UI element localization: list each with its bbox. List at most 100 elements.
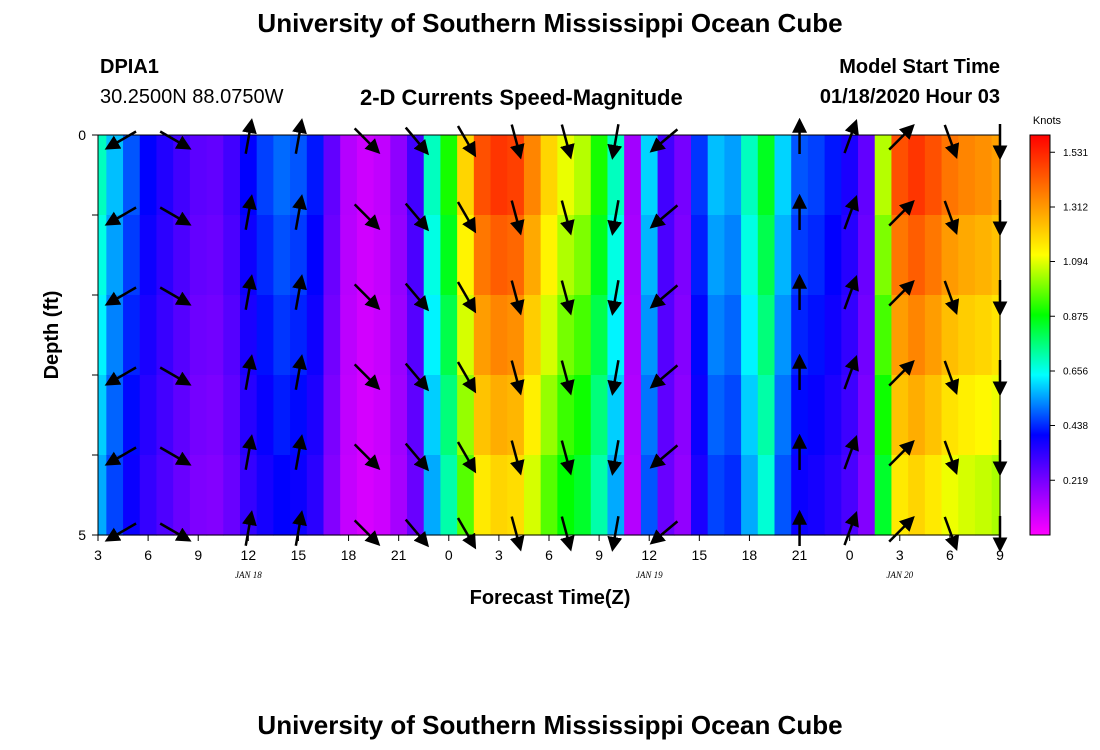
current-arrow xyxy=(456,361,477,394)
heatmap-cell xyxy=(557,295,575,376)
heatmap-cell xyxy=(707,215,725,296)
current-arrow xyxy=(560,124,575,160)
heatmap-cell xyxy=(741,375,759,456)
heatmap-cell xyxy=(273,215,291,296)
heatmap-cell xyxy=(440,135,458,216)
colorbar-gradient xyxy=(1029,134,1051,536)
heatmap-cell xyxy=(340,215,358,296)
current-arrow xyxy=(649,128,679,153)
heatmap-cell xyxy=(440,295,458,376)
x-tick-label: 3 xyxy=(94,547,102,563)
current-arrow xyxy=(353,127,381,155)
heatmap-cell xyxy=(139,215,158,296)
heatmap-cell xyxy=(123,295,141,376)
x-tick-label: 3 xyxy=(896,547,904,563)
heatmap-cell xyxy=(423,375,442,456)
current-arrow xyxy=(404,518,430,548)
heatmap-cell xyxy=(239,215,258,296)
heatmap-cell xyxy=(891,215,909,296)
heatmap-cell xyxy=(206,455,224,536)
heatmap-cell xyxy=(173,375,191,456)
heatmap-cell xyxy=(991,375,1001,456)
heatmap-cell xyxy=(189,375,208,456)
x-tick-label: 12 xyxy=(241,547,257,563)
current-arrow xyxy=(404,282,430,312)
current-arrow xyxy=(456,201,477,234)
current-arrow xyxy=(509,200,525,236)
current-arrow xyxy=(888,279,915,307)
colorbar-tick-label: 0.438 xyxy=(1063,421,1088,432)
heatmap-cell xyxy=(173,135,191,216)
heatmap-cell xyxy=(373,135,391,216)
heatmap-cell xyxy=(724,455,742,536)
heatmap-cell xyxy=(824,375,842,456)
heatmap-cell xyxy=(657,135,675,216)
heatmap-cell xyxy=(473,295,492,376)
heatmap-cell xyxy=(390,455,408,536)
heatmap-cell xyxy=(457,375,475,456)
current-arrow xyxy=(509,280,525,316)
heatmap-cell xyxy=(858,135,876,216)
current-arrow xyxy=(104,130,137,150)
heatmap-cell xyxy=(306,295,325,376)
heatmap-cell xyxy=(490,295,508,376)
current-arrow xyxy=(888,515,915,543)
current-arrow xyxy=(607,200,623,236)
current-arrow xyxy=(943,360,960,395)
heatmap-cell xyxy=(290,215,308,296)
heatmap-cell xyxy=(423,295,442,376)
heatmap-cell xyxy=(574,375,592,456)
heatmap-cell xyxy=(958,295,976,376)
heatmap-cell xyxy=(674,215,692,296)
x-tick-label: 18 xyxy=(341,547,357,563)
heatmap-cell xyxy=(290,375,308,456)
heatmap-cell xyxy=(607,135,625,216)
heatmap-cell xyxy=(707,135,725,216)
heatmap-cell xyxy=(841,295,859,376)
colorbar-label: Knots xyxy=(1033,115,1062,127)
heatmap-cells xyxy=(98,135,1001,536)
heatmap-cell xyxy=(523,375,542,456)
current-arrow xyxy=(607,360,623,396)
heatmap-cell xyxy=(390,375,408,456)
heatmap-cell xyxy=(123,455,141,536)
heatmap-cell xyxy=(974,295,993,376)
current-arrow xyxy=(292,354,307,390)
heatmap-cell xyxy=(924,455,943,536)
heatmap-cell xyxy=(356,455,375,536)
heatmap-cell xyxy=(323,295,341,376)
current-arrow xyxy=(943,440,960,475)
current-arrow xyxy=(353,443,381,471)
heatmap-cell xyxy=(590,295,609,376)
heatmap-cell xyxy=(306,215,325,296)
y-axis: 05 xyxy=(78,127,98,543)
current-arrow xyxy=(242,274,257,310)
heatmap-cell xyxy=(206,375,224,456)
current-arrow xyxy=(843,511,859,546)
heatmap-cell xyxy=(674,295,692,376)
heatmap-cell xyxy=(407,455,425,536)
current-arrow xyxy=(843,355,859,390)
heatmap-cell xyxy=(640,455,659,536)
current-arrow xyxy=(509,360,525,396)
heatmap-cell xyxy=(173,215,191,296)
x-tick-label: 6 xyxy=(144,547,152,563)
heatmap-cell xyxy=(457,455,475,536)
heatmap-cell xyxy=(624,215,642,296)
heatmap-cell xyxy=(774,295,792,376)
colorbar-tick-label: 1.312 xyxy=(1063,203,1088,214)
heatmap-cell xyxy=(958,215,976,296)
x-tick-label: 9 xyxy=(996,547,1004,563)
heatmap-cell xyxy=(256,295,274,376)
page-title: University of Southern Mississippi Ocean… xyxy=(257,8,843,38)
heatmap-cell xyxy=(690,455,709,536)
current-arrow xyxy=(560,440,575,476)
current-arrow xyxy=(509,440,525,476)
heatmap-cell xyxy=(924,375,943,456)
heatmap-cell xyxy=(724,215,742,296)
current-arrow xyxy=(607,124,623,160)
heatmap-cell xyxy=(841,135,859,216)
heatmap-cell xyxy=(841,455,859,536)
current-arrow xyxy=(104,522,137,542)
